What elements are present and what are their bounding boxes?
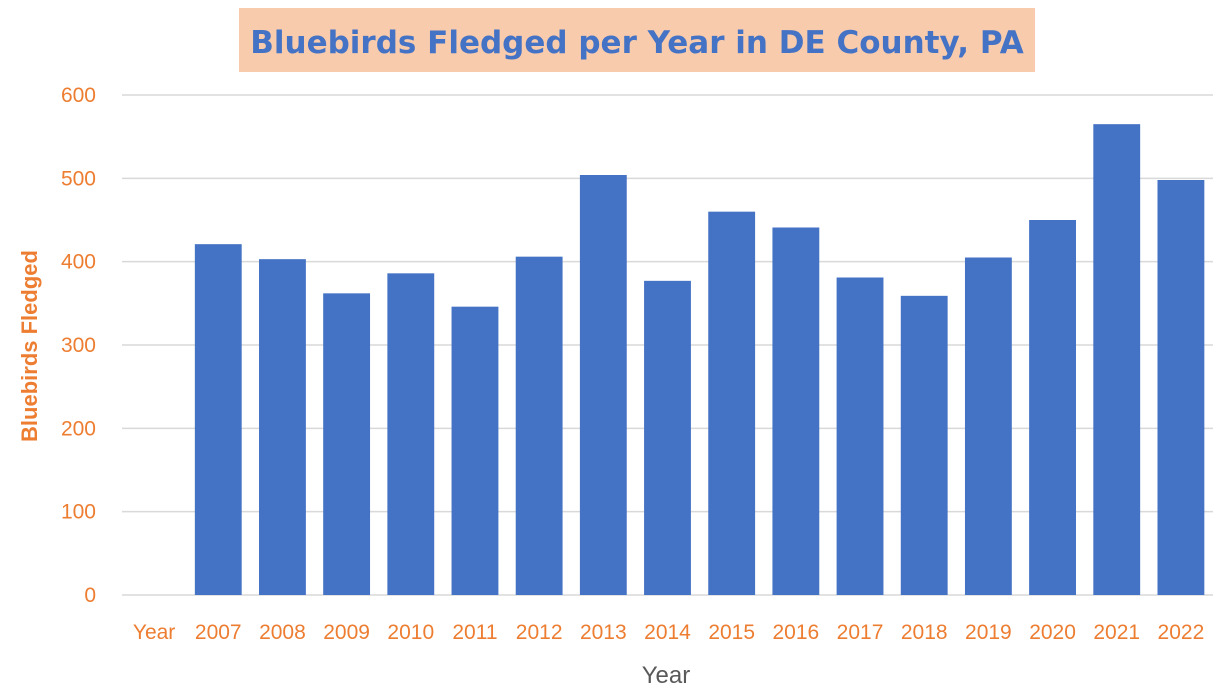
x-tick-label: 2012 bbox=[516, 621, 563, 644]
bar-2014 bbox=[644, 280, 691, 595]
bar-2009 bbox=[323, 293, 371, 595]
x-tick-label: 2020 bbox=[1029, 621, 1076, 644]
x-tick-label: 2017 bbox=[837, 621, 884, 644]
x-tick-label: 2021 bbox=[1093, 621, 1140, 644]
x-axis-title: Year bbox=[642, 662, 691, 688]
y-tick-label: 300 bbox=[61, 334, 96, 357]
y-tick-label: 0 bbox=[84, 584, 96, 607]
x-tick-label: 2011 bbox=[452, 621, 497, 644]
y-tick-label: 200 bbox=[61, 417, 96, 440]
bar-2013 bbox=[579, 175, 627, 595]
x-tick-label: Year bbox=[133, 621, 175, 644]
y-tick-label: 400 bbox=[61, 251, 96, 274]
bar-2011 bbox=[451, 306, 499, 595]
x-tick-label: 2009 bbox=[323, 621, 370, 644]
bar-2019 bbox=[964, 257, 1012, 595]
y-tick-label: 100 bbox=[61, 501, 96, 524]
x-tick-label: 2022 bbox=[1158, 621, 1205, 644]
bar-2020 bbox=[1029, 220, 1076, 595]
x-tick-label: 2013 bbox=[580, 621, 627, 644]
x-tick-label: 2019 bbox=[965, 621, 1012, 644]
x-tick-label: 2014 bbox=[644, 621, 691, 644]
y-tick-label: 600 bbox=[61, 84, 96, 107]
chart-title: Bluebirds Fledged per Year in DE County,… bbox=[250, 25, 1023, 61]
x-tick-label: 2010 bbox=[387, 621, 434, 644]
bar-2015 bbox=[708, 211, 756, 595]
bar-2008 bbox=[259, 259, 306, 595]
x-tick-label: 2008 bbox=[259, 621, 306, 644]
bars bbox=[194, 124, 1205, 596]
bar-2007 bbox=[194, 244, 242, 595]
bar-2021 bbox=[1093, 124, 1141, 596]
bar-2017 bbox=[836, 277, 884, 595]
y-axis-title: Bluebirds Fledged bbox=[17, 250, 42, 442]
x-tick-label: 2018 bbox=[901, 621, 948, 644]
x-tick-label: 2015 bbox=[708, 621, 755, 644]
title-background bbox=[239, 8, 1035, 72]
bar-2016 bbox=[772, 227, 820, 595]
x-tick-label: 2016 bbox=[772, 621, 819, 644]
bar-2010 bbox=[387, 273, 435, 595]
bar-2022 bbox=[1157, 180, 1205, 595]
bar-2018 bbox=[900, 295, 948, 595]
x-tick-label: 2007 bbox=[195, 621, 242, 644]
y-tick-label: 500 bbox=[61, 167, 96, 190]
x-axis-categories: Year 2007 2008 2009 2010 2011 2012 2013 2014 2015… bbox=[133, 621, 1204, 644]
y-axis-ticks: 0 100 200 300 400 500 600 bbox=[61, 84, 96, 607]
bar-2012 bbox=[515, 256, 563, 595]
